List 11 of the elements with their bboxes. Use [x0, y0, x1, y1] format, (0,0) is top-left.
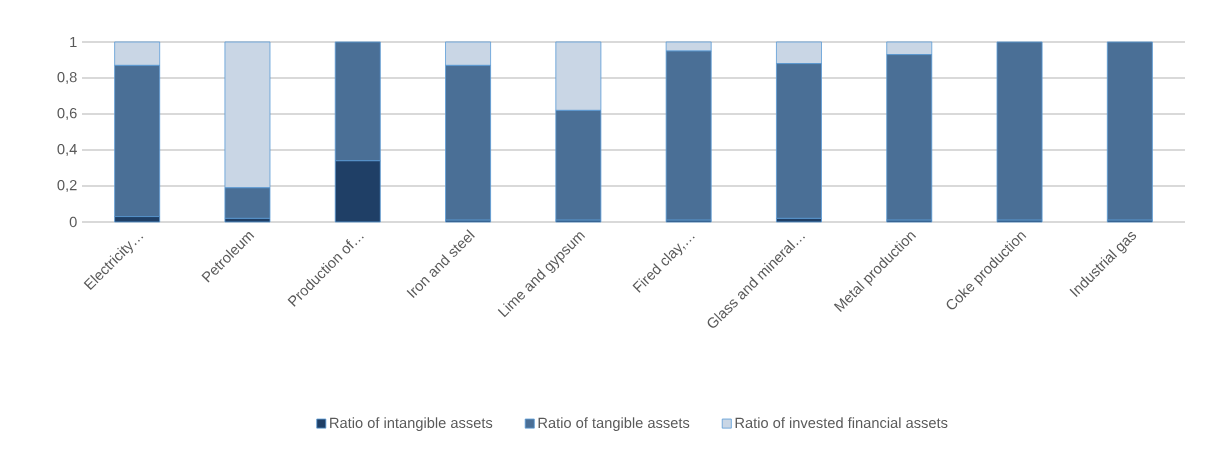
y-tick-label: 0,8	[57, 71, 77, 85]
y-tick-label: 0,2	[57, 179, 77, 193]
y-tick-label: 0	[69, 216, 77, 228]
y-tick-label: 1	[70, 36, 77, 48]
bar	[996, 41, 1043, 221]
legend-label: Ratio of intangible assets	[330, 417, 493, 431]
legend-label: Ratio of invested financial assets	[735, 417, 948, 429]
legend-label: Ratio of tangible assets	[538, 417, 690, 431]
bar	[1106, 41, 1153, 221]
y-tick-label: 0,4	[57, 143, 77, 157]
y-tick-label: 0,6	[57, 107, 77, 121]
